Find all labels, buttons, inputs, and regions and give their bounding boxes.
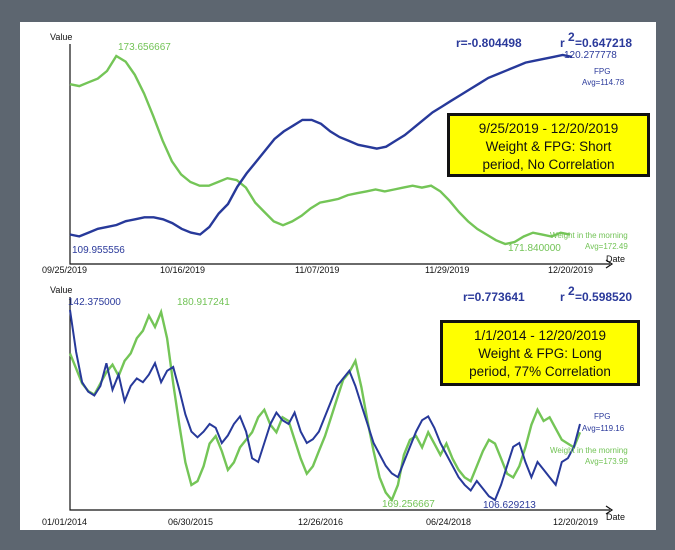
chart1-xlabel: Date [606,254,625,264]
chart1-weight-name: Weight in the morning [550,231,628,240]
chart2-xtick-2: 12/26/2016 [298,517,343,527]
chart1-r2-label: r [560,36,565,50]
chart2-weight-min-label: 169.256667 [382,499,435,510]
chart1-x-arrow-icon [605,259,614,269]
chart2-r-stat: r=0.773641 [463,290,525,304]
chart2-fpg-max-label: 142.375000 [68,297,121,308]
chart2-fpg-avg: Avg=119.16 [582,424,625,433]
chart1-fpg-max-label: 120.277778 [564,50,617,61]
chart1-xtick-0: 09/25/2019 [42,265,87,275]
chart2-ylabel: Value [50,285,72,295]
chart2-weight-max-label: 180.917241 [177,297,230,308]
chart2-fpg-min-label: 106.629213 [483,500,536,511]
chart2-xtick-3: 06/24/2018 [426,517,471,527]
chart1-fpg-avg: Avg=114.78 [582,78,625,87]
chart1-weight-line [69,54,571,246]
chart1-xtick-4: 12/20/2019 [548,265,593,275]
chart2-r2-label: r [560,290,565,304]
chart1-r2-stat: =0.647218 [575,36,632,50]
chart2-note-line2: Weight & FPG: Long [478,346,602,361]
chart1-weight-max-label: 173.656667 [118,42,171,53]
chart1-note-line3: period, No Correlation [482,157,615,172]
chart1-weight-min-label: 171.840000 [508,243,561,254]
chart1-r-stat: r=-0.804498 [456,36,522,50]
chart1-axes [69,44,610,265]
chart2-fpg-name: FPG [594,412,610,421]
chart-card: Value Date 09/25/2019 10/16/2019 11/07/2… [20,22,656,530]
chart1-fpg-line [69,53,573,238]
chart1-xtick-2: 11/07/2019 [295,265,339,275]
chart1-weight-avg: Avg=172.49 [585,242,628,251]
chart2-note-line3: period, 77% Correlation [469,364,611,379]
chart2-xtick-1: 06/30/2015 [168,517,213,527]
chart2-x-arrow-icon [605,505,614,515]
chart2-weight-avg: Avg=173.99 [585,457,628,466]
chart2-weight-name: Weight in the morning [550,446,628,455]
chart2-weight-line [68,308,582,503]
chart1-ylabel: Value [50,32,72,42]
chart2-xtick-0: 01/01/2014 [42,517,87,527]
chart1-note-box: 9/25/2019 - 12/20/2019 Weight & FPG: Sho… [447,113,650,177]
chart-1: Value Date 09/25/2019 10/16/2019 11/07/2… [42,30,632,275]
dual-chart-canvas: Value Date 09/25/2019 10/16/2019 11/07/2… [42,30,632,527]
chart1-r2-superscript: 2 [568,30,575,44]
chart1-xtick-1: 10/16/2019 [160,265,205,275]
chart2-axes [69,297,610,511]
chart1-fpg-min-label: 109.955556 [72,245,125,256]
chart2-fpg-line [69,309,581,502]
chart2-xlabel: Date [606,512,625,522]
chart2-note-box: 1/1/2014 - 12/20/2019 Weight & FPG: Long… [440,320,640,386]
chart2-r2-superscript: 2 [568,284,575,298]
chart1-note-line1: 9/25/2019 - 12/20/2019 [478,121,619,136]
chart2-note-line1: 1/1/2014 - 12/20/2019 [473,328,607,343]
chart2-xtick-4: 12/20/2019 [553,517,598,527]
chart-2: Value Date 01/01/2014 06/30/2015 12/26/2… [42,284,632,527]
chart1-xtick-3: 11/29/2019 [425,265,469,275]
chart1-fpg-name: FPG [594,67,610,76]
chart2-r2-stat: =0.598520 [575,290,632,304]
chart1-note-line2: Weight & FPG: Short [485,139,612,154]
